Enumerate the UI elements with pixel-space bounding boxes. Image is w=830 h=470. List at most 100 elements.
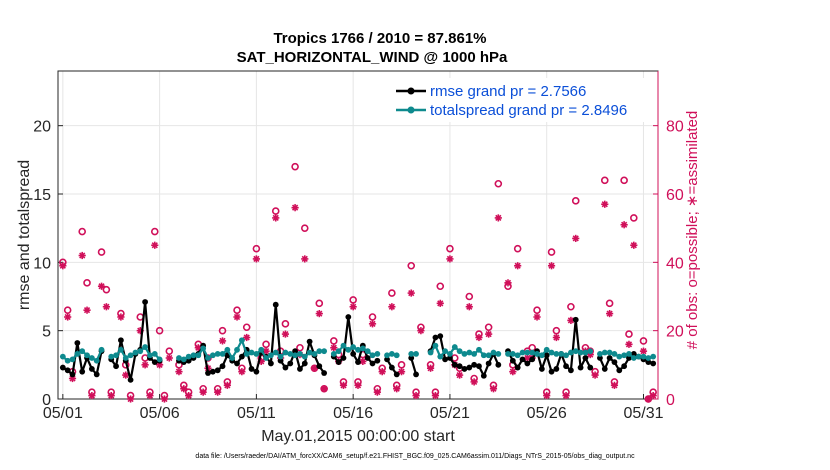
- point-assimilated: [165, 354, 173, 362]
- point-possible: [83, 279, 91, 287]
- star-stroke: [219, 337, 226, 345]
- point-assimilated: [102, 303, 110, 311]
- point-totalspread: [514, 352, 521, 359]
- point-rmse: [287, 360, 294, 367]
- point-possible: [281, 320, 290, 328]
- star-stroke: [466, 303, 473, 310]
- point-totalspread: [306, 349, 313, 356]
- point-totalspread: [427, 349, 434, 356]
- point-assimilated: [151, 241, 159, 249]
- point-totalspread: [330, 351, 337, 357]
- star-stroke: [591, 371, 599, 379]
- point-totalspread: [466, 349, 473, 356]
- point-totalspread: [345, 346, 352, 353]
- point-assimilated: [397, 368, 406, 376]
- point-assimilated: [252, 255, 260, 263]
- point-assimilated: [238, 368, 246, 376]
- point-totalspread: [616, 353, 623, 360]
- point-rmse: [282, 364, 289, 371]
- star-stroke: [611, 382, 618, 389]
- point-rmse: [345, 314, 352, 320]
- point-totalspread: [476, 346, 482, 353]
- star-stroke: [272, 214, 279, 222]
- point-totalspread: [369, 352, 376, 359]
- point-totalspread: [234, 346, 240, 353]
- point-rmse: [248, 366, 255, 372]
- star-stroke: [88, 392, 95, 399]
- star-stroke: [354, 382, 362, 389]
- point-totalspread: [432, 342, 439, 349]
- legend-totalspread-label: totalspread grand pr = 2.8496: [430, 102, 627, 119]
- point-assimilated: [543, 391, 551, 400]
- point-rmse: [113, 363, 119, 370]
- point-assimilated: [523, 354, 531, 362]
- point-rmse: [384, 356, 390, 363]
- point-totalspread: [577, 349, 584, 356]
- star-stroke: [471, 378, 478, 386]
- point-totalspread: [630, 355, 637, 361]
- point-assimilated: [315, 309, 323, 318]
- star-stroke: [340, 382, 347, 389]
- point-totalspread: [301, 353, 308, 360]
- point-rmse: [611, 359, 618, 365]
- point-assimilated: [223, 381, 231, 389]
- star-stroke: [533, 313, 541, 321]
- point-totalspread: [147, 352, 153, 359]
- point-totalspread: [548, 349, 555, 356]
- point-rmse: [456, 363, 463, 370]
- point-rmse: [606, 355, 613, 361]
- y-right-tick-label: 80: [666, 119, 684, 136]
- point-assimilated: [126, 395, 135, 403]
- point-assimilated: [310, 364, 319, 372]
- point-assimilated: [388, 303, 396, 311]
- point-rmse: [543, 352, 550, 359]
- star-stroke: [495, 214, 502, 222]
- point-assimilated: [78, 251, 86, 260]
- point-totalspread: [597, 351, 603, 357]
- point-rmse: [568, 367, 574, 374]
- star-stroke: [606, 310, 613, 317]
- point-assimilated: [494, 214, 502, 222]
- star-stroke: [567, 317, 575, 324]
- point-totalspread: [137, 348, 144, 355]
- star-stroke: [601, 201, 608, 208]
- point-rmse: [451, 361, 458, 368]
- point-totalspread: [505, 351, 511, 357]
- star-stroke: [374, 389, 381, 396]
- x-axis: 05/01 05/06 05/11 05/16 05/21 05/26 05/31: [43, 394, 664, 422]
- series-assimilated: [59, 200, 657, 403]
- point-possible: [315, 299, 324, 308]
- star-stroke: [650, 392, 657, 399]
- point-assimilated: [117, 313, 125, 321]
- point-totalspread: [69, 356, 76, 363]
- point-totalspread: [108, 353, 115, 360]
- point-assimilated: [446, 255, 454, 263]
- point-assimilated: [407, 289, 415, 297]
- point-totalspread: [601, 349, 608, 356]
- y-right-tick-label: 40: [666, 255, 684, 272]
- star-stroke: [572, 235, 579, 242]
- point-totalspread: [93, 357, 100, 364]
- star-stroke: [166, 354, 173, 362]
- point-rmse: [340, 355, 347, 361]
- point-assimilated: [509, 368, 517, 376]
- x-tick-label: 05/11: [237, 405, 276, 422]
- point-assimilated: [141, 361, 149, 369]
- star-stroke: [412, 392, 420, 399]
- series-totalspread: [59, 337, 657, 364]
- point-totalspread: [122, 355, 129, 361]
- point-possible: [291, 162, 299, 171]
- point-rmse: [277, 357, 284, 364]
- point-rmse: [355, 359, 361, 365]
- point-totalspread: [611, 351, 618, 357]
- point-totalspread: [490, 349, 497, 356]
- point-rmse: [587, 364, 594, 371]
- star-stroke: [350, 303, 357, 310]
- point-possible: [571, 197, 580, 205]
- point-possible: [150, 227, 159, 236]
- point-assimilated: [243, 333, 251, 342]
- point-rmse: [253, 368, 260, 375]
- point-possible: [63, 306, 72, 314]
- y-tick-label: 5: [42, 324, 51, 341]
